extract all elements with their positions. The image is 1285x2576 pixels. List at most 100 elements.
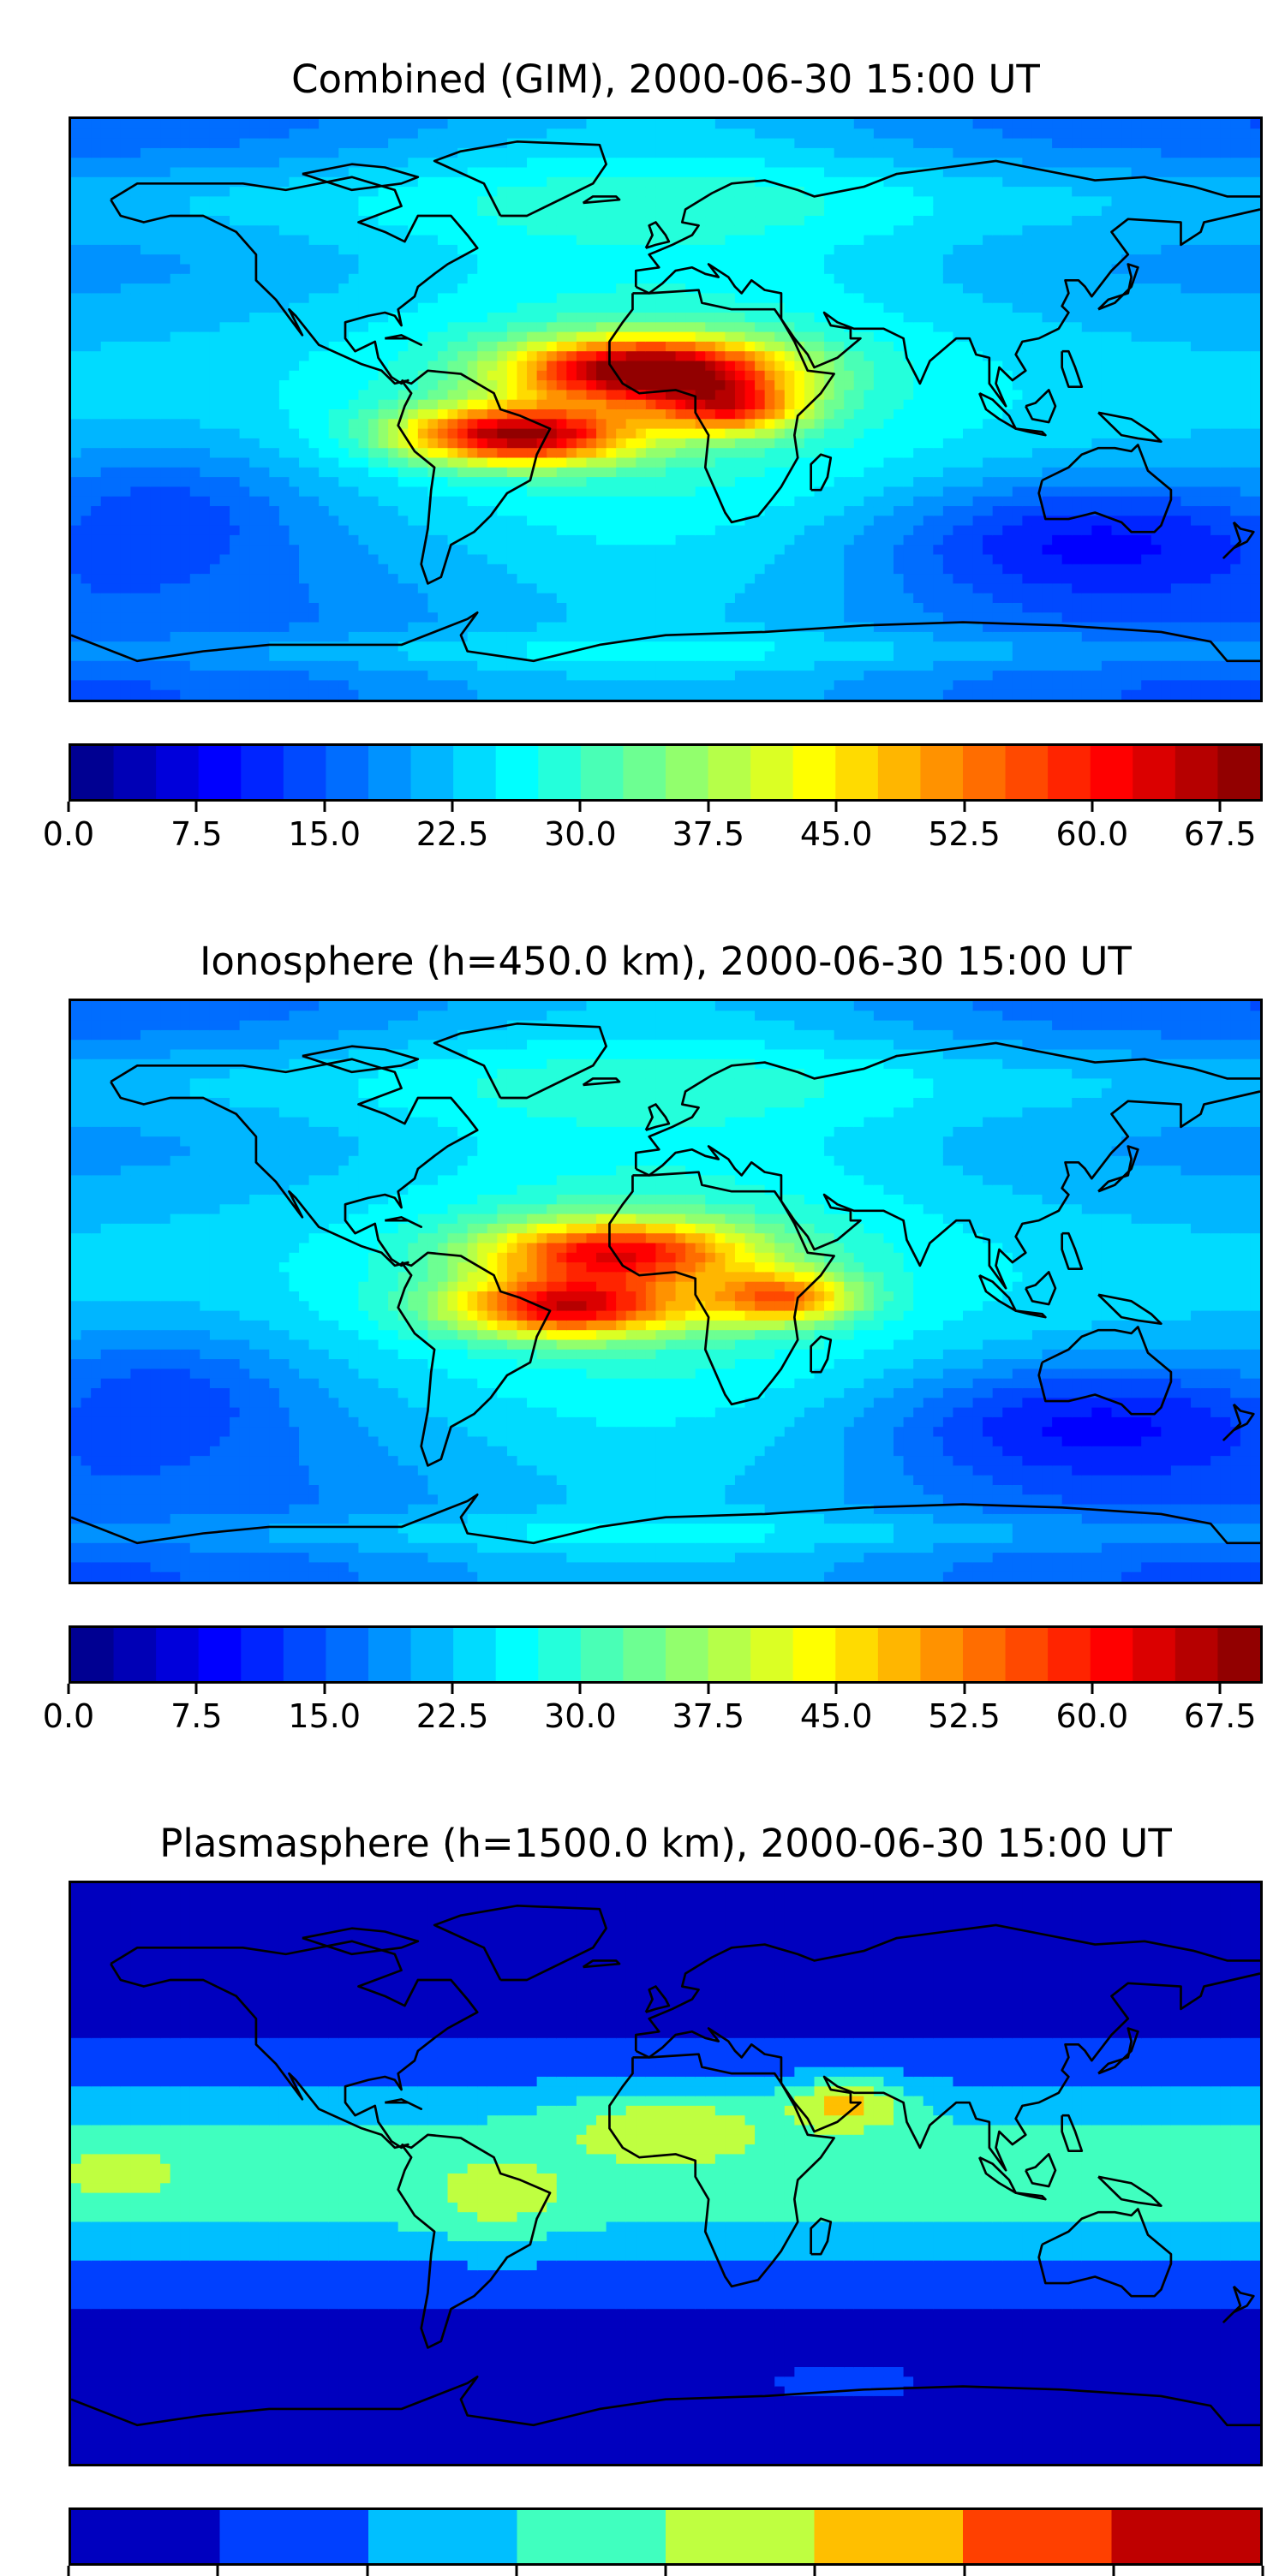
colorbar-ticks-ionosphere: 0.0 7.5 15.0 22.5 30.0 37.5 45.0 52.5 60.0 67.5	[43, 1684, 1263, 1735]
colorbar-swatch	[1090, 746, 1133, 799]
colorbar-tick	[1218, 802, 1222, 812]
tec-field-cells	[71, 1883, 1260, 2464]
colorbar-swatch	[1133, 1628, 1176, 1681]
colorbar-swatch	[963, 2510, 1113, 2563]
colorbar-tick	[578, 802, 582, 812]
colorbar-swatch	[453, 1628, 497, 1681]
colorbar-tick-label: 0.0	[43, 1697, 94, 1735]
colorbar-tick-label: 15.0	[288, 1697, 361, 1735]
colorbar-tick-label: 45.0	[800, 815, 873, 853]
colorbar-tick	[1112, 2566, 1115, 2576]
colorbar-tick-label: 15.0	[288, 815, 361, 853]
colorbar-tick	[1091, 802, 1094, 812]
colorbar-tick	[1261, 2566, 1264, 2576]
colorbar-tick-label: 30.0	[544, 1697, 617, 1735]
colorbar-ticks-plasmasphere	[67, 2566, 1264, 2576]
colorbar-swatch	[219, 2510, 369, 2563]
colorbar-swatch	[963, 1628, 1007, 1681]
colorbar-swatch	[113, 746, 157, 799]
heatmap-plasmasphere	[71, 1883, 1260, 2464]
colorbar-ionosphere	[69, 1625, 1263, 1684]
colorbar-tick	[451, 1684, 454, 1694]
colorbar-tick	[323, 802, 326, 812]
colorbar-tick	[323, 1684, 326, 1694]
colorbar-swatch	[1217, 1628, 1260, 1681]
colorbar-combined	[69, 743, 1263, 802]
colorbar-tick-label: 7.5	[170, 1697, 222, 1735]
colorbar-tick-label: 30.0	[544, 815, 617, 853]
colorbar-swatch	[1133, 746, 1176, 799]
colorbar-swatch	[1111, 2510, 1260, 2563]
colorbar-swatch	[792, 746, 836, 799]
colorbar-swatch	[368, 2510, 518, 2563]
coastlines	[71, 1023, 1260, 1545]
colorbar-swatch	[113, 1628, 157, 1681]
heatmap-combined	[71, 119, 1260, 700]
colorbar-swatch	[517, 2510, 666, 2563]
heatmap-ionosphere	[71, 1001, 1260, 1582]
colorbar-swatch	[1174, 1628, 1219, 1681]
colorbar-tick	[194, 802, 198, 812]
colorbar-tick-label: 22.5	[416, 1697, 489, 1735]
colorbar-tick	[67, 2566, 70, 2576]
colorbar-tick	[194, 1684, 198, 1694]
colorbar-swatch	[1090, 1628, 1133, 1681]
colorbar-swatch	[495, 746, 539, 799]
colorbar-tick	[707, 802, 710, 812]
colorbar-swatch	[198, 746, 242, 799]
colorbar-tick-label: 7.5	[170, 815, 222, 853]
colorbar-swatch	[877, 1628, 922, 1681]
tec-field-cells	[71, 1001, 1260, 1582]
tec-map-combined	[69, 116, 1263, 702]
colorbar-swatch	[580, 1628, 625, 1681]
colorbar-swatch	[538, 746, 582, 799]
chart-title: Combined (GIM), 2000-06-30 15:00 UT	[69, 57, 1263, 103]
chart-title: Plasmasphere (h=1500.0 km), 2000-06-30 1…	[69, 1821, 1263, 1867]
colorbar-swatch	[666, 1628, 709, 1681]
tec-map-plasmasphere	[69, 1881, 1263, 2466]
colorbar-swatch	[368, 1628, 412, 1681]
colorbar-swatch	[241, 1628, 284, 1681]
colorbar-tick	[813, 2566, 816, 2576]
colorbar-tick	[578, 1684, 582, 1694]
colorbar-tick-label: 60.0	[1056, 1697, 1129, 1735]
colorbar-tick-label: 45.0	[800, 1697, 873, 1735]
colorbar-swatch	[283, 746, 327, 799]
colorbar-tick	[707, 1684, 710, 1694]
colorbar-tick	[963, 2566, 965, 2576]
colorbar-swatch	[708, 1628, 751, 1681]
colorbar-tick	[1091, 1684, 1094, 1694]
colorbar-swatch	[814, 2510, 964, 2563]
colorbar-swatch	[71, 1628, 115, 1681]
colorbar-tick	[67, 802, 70, 812]
colorbar-swatch	[326, 746, 369, 799]
colorbar-tick-label: 37.5	[672, 1697, 744, 1735]
colorbar-tick	[216, 2566, 219, 2576]
colorbar-tick	[664, 2566, 667, 2576]
colorbar-swatch	[1048, 1628, 1091, 1681]
colorbar-tick-label: 37.5	[672, 815, 744, 853]
colorbar-swatch	[623, 1628, 666, 1681]
colorbar-swatch	[1048, 746, 1091, 799]
colorbar-swatch	[410, 1628, 454, 1681]
colorbar-swatch	[963, 746, 1007, 799]
colorbar-tick	[963, 802, 965, 812]
coastlines	[71, 140, 1260, 663]
colorbar-plasmasphere	[69, 2507, 1263, 2566]
chart-title: Ionosphere (h=450.0 km), 2000-06-30 15:0…	[69, 939, 1263, 985]
colorbar-swatch	[708, 746, 751, 799]
colorbar-tick-label: 67.5	[1184, 1697, 1257, 1735]
colorbar-tick-label: 60.0	[1056, 815, 1129, 853]
colorbar-swatch	[453, 746, 497, 799]
colorbar-tick-label: 22.5	[416, 815, 489, 853]
colorbar-tick	[67, 1684, 70, 1694]
colorbar-swatch	[623, 746, 666, 799]
colorbar-tick-label: 52.5	[928, 1697, 1001, 1735]
colorbar-swatch	[835, 746, 879, 799]
tec-field-cells	[71, 119, 1260, 700]
colorbar-tick	[1218, 1684, 1222, 1694]
colorbar-tick	[515, 2566, 518, 2576]
colorbar-tick	[834, 802, 838, 812]
colorbar-swatch	[495, 1628, 539, 1681]
tec-map-ionosphere	[69, 999, 1263, 1584]
